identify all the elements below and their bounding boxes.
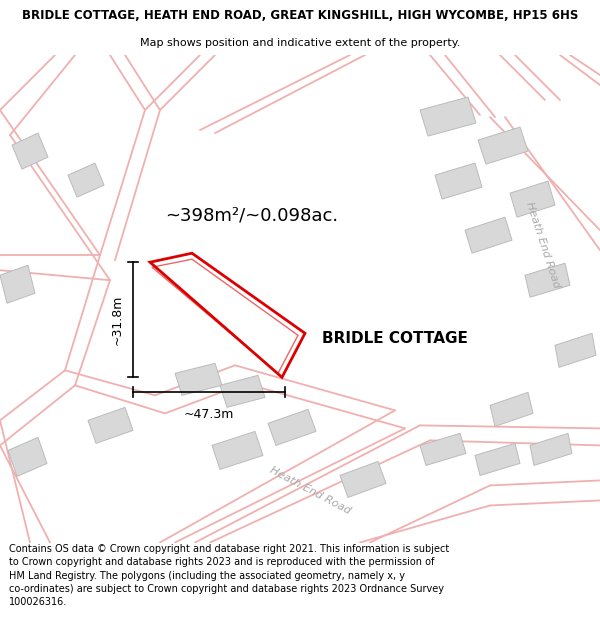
Text: Heath End Road: Heath End Road: [524, 201, 562, 289]
Polygon shape: [268, 409, 316, 446]
Text: BRIDLE COTTAGE: BRIDLE COTTAGE: [322, 331, 468, 346]
Polygon shape: [490, 392, 533, 426]
Polygon shape: [465, 217, 512, 253]
Text: ~47.3m: ~47.3m: [184, 408, 234, 421]
Polygon shape: [220, 376, 265, 408]
Text: Map shows position and indicative extent of the property.: Map shows position and indicative extent…: [140, 38, 460, 48]
Polygon shape: [478, 127, 528, 164]
Polygon shape: [525, 263, 570, 298]
Text: Heath End Road: Heath End Road: [268, 465, 352, 516]
Text: ~31.8m: ~31.8m: [110, 294, 124, 345]
Polygon shape: [475, 443, 520, 476]
Text: Contains OS data © Crown copyright and database right 2021. This information is : Contains OS data © Crown copyright and d…: [9, 544, 449, 607]
Polygon shape: [420, 97, 476, 136]
Polygon shape: [530, 433, 572, 466]
Polygon shape: [175, 363, 222, 396]
Polygon shape: [420, 433, 466, 466]
Polygon shape: [212, 431, 263, 469]
Polygon shape: [0, 265, 35, 303]
Polygon shape: [68, 163, 104, 197]
Text: ~398m²/~0.098ac.: ~398m²/~0.098ac.: [165, 206, 338, 224]
Polygon shape: [555, 333, 596, 367]
Polygon shape: [8, 438, 47, 476]
Polygon shape: [435, 163, 482, 199]
Polygon shape: [340, 461, 386, 498]
Polygon shape: [510, 181, 555, 217]
Polygon shape: [88, 408, 133, 443]
Polygon shape: [12, 133, 48, 169]
Text: BRIDLE COTTAGE, HEATH END ROAD, GREAT KINGSHILL, HIGH WYCOMBE, HP15 6HS: BRIDLE COTTAGE, HEATH END ROAD, GREAT KI…: [22, 9, 578, 22]
